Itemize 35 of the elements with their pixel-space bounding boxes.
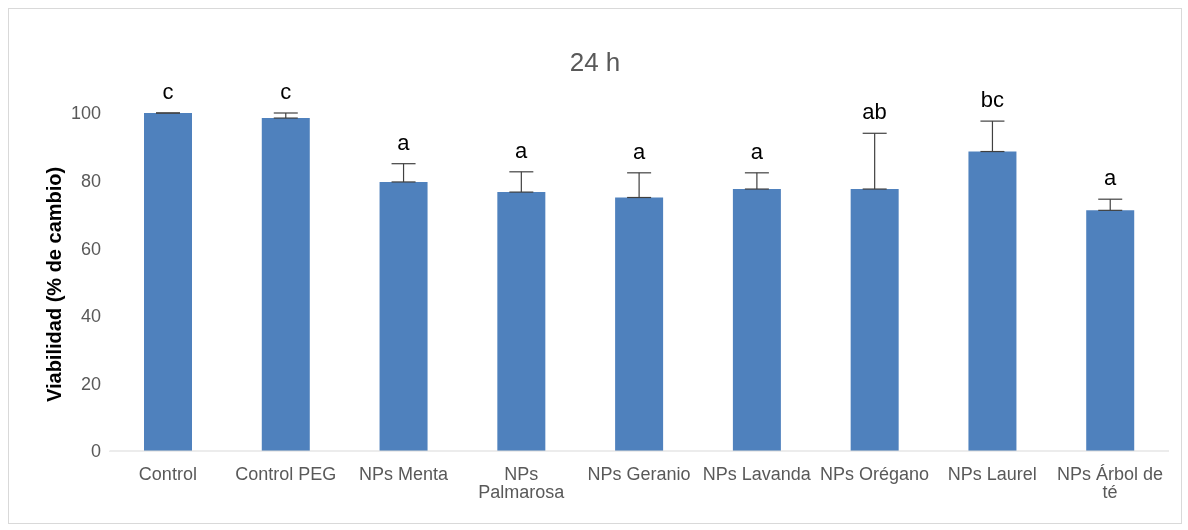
x-tick-label: NPs Orégano [820,463,930,484]
x-tick-label: NPs Árbol de té [1057,463,1164,502]
bar [261,118,310,451]
x-tick-label: Control [138,463,197,484]
annotation: a [397,129,411,155]
y-tick-label: 0 [90,441,101,462]
y-tick-label: 80 [80,170,101,191]
bar [497,192,546,451]
bar [144,113,192,451]
y-tick-label: 60 [80,238,101,259]
annotation: c [162,79,174,104]
bar [615,197,664,451]
x-tick-label: NPs Menta [358,463,449,484]
bar [850,189,899,451]
annotation: ab [862,99,887,125]
y-tick-label: 100 [70,103,101,124]
bar [379,181,428,451]
x-tick-label: Control PEG [235,463,337,484]
bar [1086,210,1135,451]
annotation: c [280,79,292,104]
x-tick-label: NPs Geranio [587,463,691,484]
y-tick-label: 40 [80,306,101,327]
annotation: a [515,137,529,163]
y-axis-title: Viabilidad (% de cambio) [43,166,66,402]
annotation: bc [980,87,1004,113]
annotation: a [632,138,646,164]
y-tick-label: 20 [80,373,101,394]
chart-title: 24 h [568,47,622,78]
x-tick-label: NPs Laurel [947,463,1037,484]
bar [968,151,1017,451]
x-tick-label: NPs Palmarosa [478,463,566,502]
x-tick-label: NPs Lavanda [702,463,812,484]
annotation: a [750,138,764,164]
bar [732,189,781,451]
annotation: a [1103,165,1117,191]
